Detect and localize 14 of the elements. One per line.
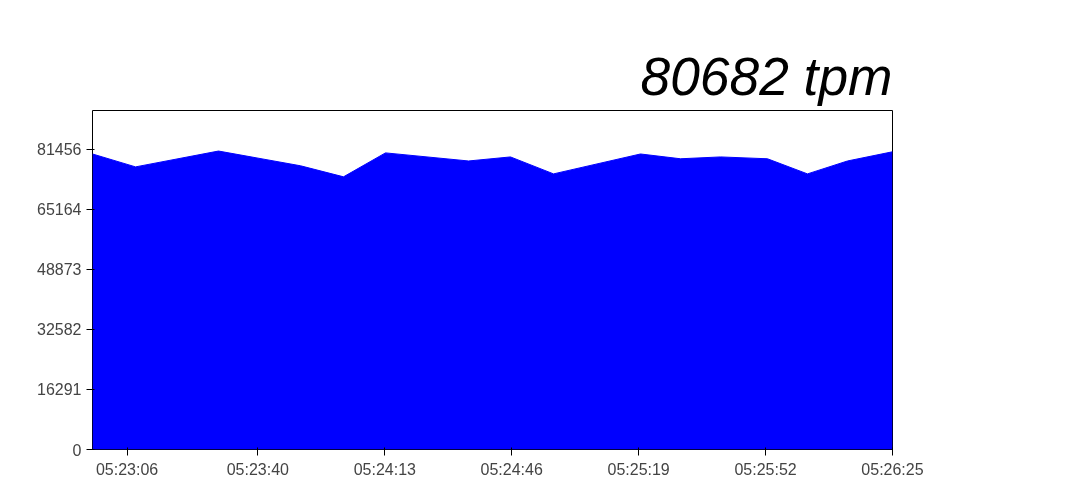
x-tick-label: 05:25:19: [607, 460, 670, 478]
y-tick-label: 81456: [37, 141, 82, 159]
x-tick-label: 05:23:06: [95, 460, 159, 478]
x-tick-label: 05:23:40: [226, 460, 290, 478]
y-tick-label: 32582: [37, 321, 82, 339]
x-tick-label: 05:26:25: [861, 460, 924, 478]
x-tick-label: 05:25:52: [734, 460, 797, 478]
chart-title: 80682 tpm: [640, 46, 893, 106]
y-tick-label: 65164: [37, 201, 82, 219]
y-tick-label: 48873: [37, 261, 82, 279]
y-tick-label: 16291: [37, 381, 82, 399]
y-tick-label: 0: [72, 441, 82, 459]
x-tick-label: 05:24:46: [480, 460, 543, 478]
x-tick-label: 05:24:13: [353, 460, 417, 478]
